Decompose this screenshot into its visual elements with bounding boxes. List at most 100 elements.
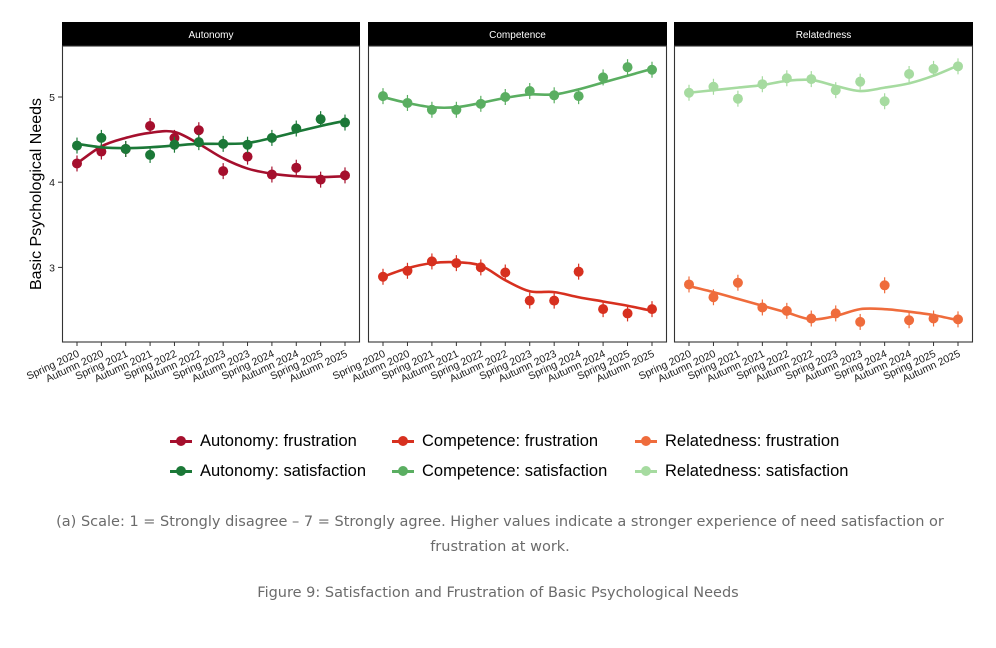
data-point [402, 97, 413, 108]
trend-line [688, 64, 959, 95]
legend-row-frustration: Autonomy: frustration Competence: frustr… [170, 426, 890, 456]
data-point [647, 64, 657, 75]
legend-item-relatedness-satisfaction: Relatedness: satisfaction [635, 462, 848, 481]
data-point [242, 151, 253, 162]
data-point [855, 76, 866, 87]
data-point [732, 277, 743, 288]
y-tick-label: 3 [49, 262, 55, 274]
data-point [549, 295, 560, 306]
y-axis: 3 4 5 [49, 92, 62, 274]
series-competence-satisfaction [378, 59, 657, 118]
data-point [72, 140, 82, 151]
data-point [315, 174, 326, 185]
data-point [378, 91, 388, 102]
facet-strip [62, 22, 360, 46]
legend-key-icon [170, 434, 192, 448]
legend-key-icon [170, 464, 192, 478]
legend-item-autonomy-frustration: Autonomy: frustration [170, 432, 392, 451]
data-point [647, 304, 657, 315]
data-point [622, 308, 633, 319]
data-point [242, 139, 253, 150]
data-point [781, 73, 792, 84]
data-point [524, 86, 535, 97]
facet-strip [368, 22, 667, 46]
legend-key-icon [392, 464, 414, 478]
data-point [573, 91, 584, 102]
data-point [193, 137, 204, 148]
y-tick-label: 4 [49, 177, 55, 189]
legend: Autonomy: frustration Competence: frustr… [170, 426, 890, 486]
data-point [120, 143, 131, 154]
data-point [475, 98, 486, 109]
data-point [953, 61, 963, 72]
legend-item-relatedness-frustration: Relatedness: frustration [635, 432, 839, 451]
data-point [145, 120, 156, 131]
data-point [732, 93, 743, 104]
legend-item-competence-satisfaction: Competence: satisfaction [392, 462, 635, 481]
data-point [573, 266, 584, 277]
legend-key-icon [392, 434, 414, 448]
legend-item-competence-frustration: Competence: frustration [392, 432, 635, 451]
plot-area [367, 45, 668, 343]
y-tick-label: 5 [49, 92, 55, 104]
data-point [879, 280, 890, 291]
data-point [96, 146, 107, 157]
data-point [169, 139, 180, 150]
data-point [475, 262, 486, 273]
legend-label: Relatedness: satisfaction [665, 461, 849, 480]
series-autonomy-satisfaction [72, 111, 350, 163]
figure-caption: Figure 9: Satisfaction and Frustration o… [257, 585, 739, 601]
data-point [193, 125, 204, 136]
legend-label: Autonomy: satisfaction [200, 461, 366, 480]
data-point [451, 258, 462, 269]
data-point [708, 81, 719, 92]
data-point [218, 138, 229, 149]
data-point [378, 271, 388, 282]
data-point [426, 104, 437, 115]
data-point [291, 123, 302, 134]
y-axis-label: Basic Psychological Needs [28, 98, 45, 290]
facet-title: Competence [489, 30, 546, 41]
data-point [549, 90, 560, 101]
data-point [266, 169, 277, 180]
data-point [451, 104, 462, 115]
data-point [781, 305, 792, 316]
data-point [500, 92, 511, 102]
data-point [145, 149, 156, 160]
data-point [96, 132, 107, 143]
data-point [757, 79, 768, 90]
data-point [622, 62, 633, 73]
data-point [291, 162, 302, 173]
facet-title: Autonomy [188, 30, 233, 41]
legend-item-autonomy-satisfaction: Autonomy: satisfaction [170, 462, 392, 481]
data-point [953, 314, 963, 325]
data-point [218, 166, 229, 177]
data-point [524, 295, 535, 306]
data-point [340, 170, 350, 181]
data-point [928, 313, 939, 324]
data-point [879, 96, 890, 107]
facet-strip [674, 22, 973, 46]
data-point [928, 63, 939, 74]
data-point [598, 304, 609, 315]
plot-area [673, 45, 974, 343]
legend-label: Competence: frustration [422, 431, 599, 450]
facet-title: Relatedness [796, 30, 852, 41]
data-point [684, 87, 694, 98]
data-point [806, 74, 817, 85]
data-point [708, 292, 719, 303]
data-point [904, 68, 915, 79]
legend-label: Autonomy: frustration [200, 431, 357, 450]
data-point [598, 72, 609, 83]
data-point [402, 265, 413, 276]
data-point [855, 316, 866, 327]
data-point [830, 308, 841, 319]
data-point [266, 132, 277, 143]
data-point [904, 315, 915, 326]
data-point [340, 117, 350, 128]
legend-label: Relatedness: frustration [665, 431, 840, 450]
